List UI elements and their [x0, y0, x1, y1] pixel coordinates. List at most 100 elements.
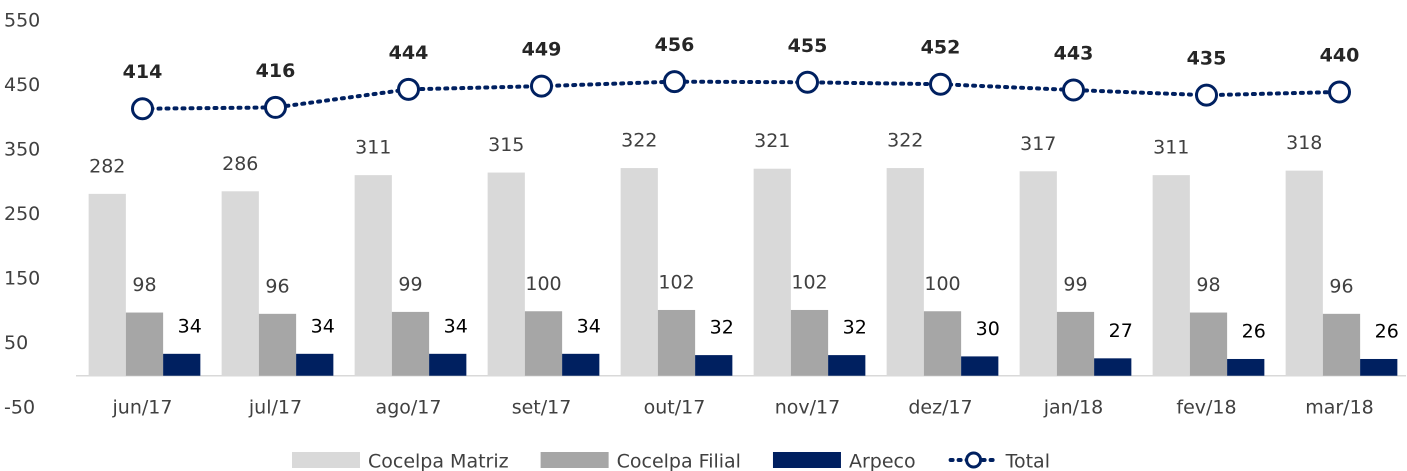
y-tick-label: -50	[4, 397, 35, 419]
data-label: 321	[754, 130, 790, 152]
total-label: 414	[123, 61, 163, 83]
x-tick-label: nov/17	[775, 397, 841, 419]
bar	[657, 309, 696, 376]
bar	[163, 353, 201, 376]
bar	[886, 168, 924, 376]
legend-swatch	[292, 452, 360, 468]
y-tick-label: 50	[4, 332, 28, 354]
x-tick-label: jun/17	[112, 397, 173, 419]
bar	[1019, 171, 1057, 376]
total-marker	[1328, 80, 1351, 104]
bar	[258, 313, 297, 376]
total-label: 443	[1054, 43, 1094, 65]
x-tick-label: set/17	[512, 397, 572, 419]
total-marker	[264, 95, 287, 119]
data-label: 34	[577, 315, 601, 337]
data-label: 317	[1020, 133, 1056, 155]
total-label: 435	[1187, 48, 1227, 70]
data-label: 96	[1329, 275, 1353, 297]
data-label: 322	[621, 130, 657, 152]
total-marker	[1062, 78, 1085, 102]
bar	[1189, 312, 1228, 376]
total-marker	[397, 77, 420, 101]
x-tick-label: ago/17	[376, 397, 442, 419]
bar	[790, 309, 829, 376]
bar	[695, 355, 733, 376]
bar	[961, 356, 999, 376]
bar	[221, 191, 259, 376]
x-tick-label: out/17	[644, 397, 706, 419]
data-label: 98	[1196, 274, 1220, 296]
data-label: 96	[265, 275, 289, 297]
total-label: 456	[655, 34, 695, 56]
bar	[88, 193, 126, 376]
total-label: 416	[256, 60, 296, 82]
data-label: 311	[355, 137, 391, 159]
data-label: 322	[887, 130, 923, 152]
y-tick-label: 450	[4, 74, 40, 96]
data-label: 34	[178, 315, 202, 337]
total-marker	[796, 70, 819, 94]
total-label: 449	[522, 39, 562, 61]
data-label: 32	[710, 317, 734, 339]
y-tick-label: 150	[4, 268, 40, 290]
x-tick-label: jan/18	[1043, 397, 1104, 419]
bar	[1094, 358, 1132, 376]
x-tick-label: mar/18	[1305, 397, 1374, 419]
bar	[524, 311, 563, 376]
bar	[1285, 170, 1323, 376]
data-label: 30	[976, 318, 1000, 340]
legend-swatch	[772, 452, 841, 468]
legend-label: Cocelpa Matriz	[368, 451, 509, 471]
data-label: 99	[398, 273, 422, 295]
legend-label: Total	[1005, 451, 1050, 471]
x-tick-label: dez/17	[908, 397, 972, 419]
data-label: 26	[1242, 320, 1266, 342]
y-tick-label: 250	[4, 203, 40, 225]
total-line	[140, 79, 1342, 111]
bar	[1056, 311, 1095, 376]
data-label: 98	[132, 274, 156, 296]
bar	[296, 353, 334, 376]
data-label: 100	[924, 273, 960, 295]
bar	[1152, 175, 1190, 376]
data-label: 315	[488, 134, 524, 156]
data-label: 32	[843, 317, 867, 339]
total-label: 452	[921, 37, 961, 59]
bar	[125, 312, 164, 376]
data-label: 100	[525, 273, 561, 295]
y-tick-label: 350	[4, 139, 40, 161]
bar	[828, 355, 866, 376]
data-label: 311	[1153, 137, 1189, 159]
total-marker	[530, 74, 553, 98]
legend-swatch	[540, 452, 609, 468]
total-label: 455	[788, 35, 828, 57]
bar	[620, 168, 658, 376]
data-label: 318	[1286, 132, 1322, 154]
y-tick-label: 550	[4, 10, 40, 32]
data-label: 34	[311, 315, 335, 337]
bar	[1227, 358, 1265, 376]
x-tick-label: jul/17	[248, 397, 302, 419]
bar	[562, 353, 600, 376]
bar	[923, 311, 962, 376]
total-label: 440	[1320, 44, 1360, 66]
bar	[1322, 313, 1361, 376]
data-label: 282	[89, 155, 125, 177]
data-label: 99	[1063, 273, 1087, 295]
total-label: 444	[389, 42, 429, 64]
data-label: 26	[1375, 320, 1399, 342]
x-tick-label: fev/18	[1176, 397, 1236, 419]
total-marker	[929, 72, 952, 96]
data-label: 27	[1109, 320, 1133, 342]
bar	[487, 172, 525, 376]
bar	[391, 311, 430, 376]
total-marker	[1195, 83, 1218, 107]
bar	[1360, 358, 1398, 376]
data-label: 102	[658, 271, 694, 293]
total-marker	[131, 97, 154, 121]
legend-label: Cocelpa Filial	[617, 451, 741, 471]
data-label: 34	[444, 315, 468, 337]
bar	[753, 168, 791, 376]
